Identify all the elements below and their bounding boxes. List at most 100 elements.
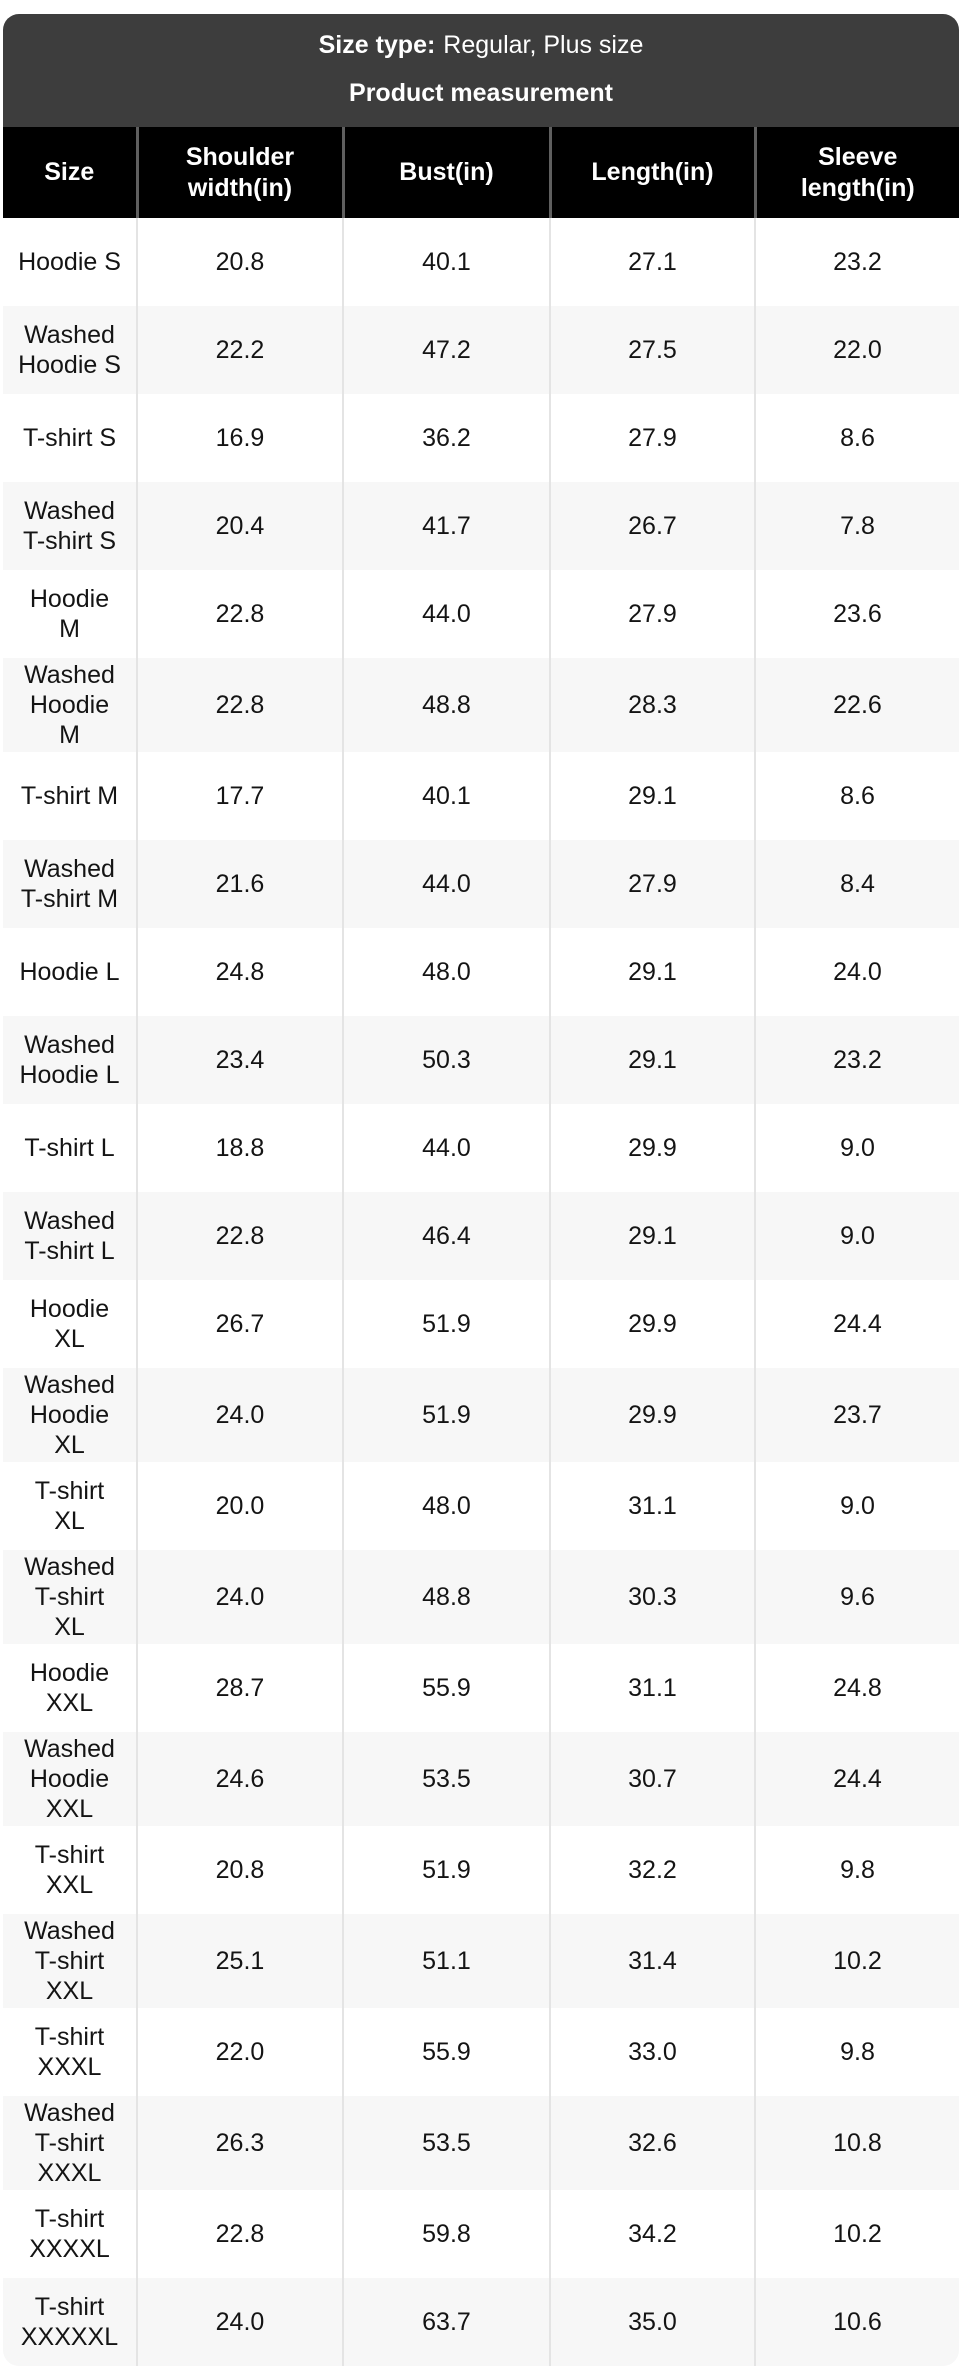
measurement-cell: 29.9: [549, 1104, 755, 1192]
column-header: Size: [3, 127, 137, 218]
measurement-cell: 44.0: [342, 1104, 550, 1192]
size-cell: T-shirt L: [3, 1104, 137, 1192]
measurement-cell: 24.8: [136, 928, 343, 1016]
measurement-cell: 9.0: [754, 1462, 959, 1550]
measurement-cell: 51.1: [342, 1914, 550, 2008]
size-cell: Washed T-shirt M: [3, 840, 137, 928]
table-row: T-shirt XXXXL 22.8 59.8 34.2 10.2: [3, 2190, 959, 2278]
measurement-cell: 28.7: [136, 1644, 343, 1732]
measurement-cell: 26.7: [136, 1280, 343, 1368]
product-measurement-title: Product measurement: [349, 79, 613, 107]
measurement-cell: 31.4: [549, 1914, 755, 2008]
measurement-cell: 24.8: [754, 1644, 959, 1732]
measurement-cell: 24.0: [136, 1550, 343, 1644]
table-row: Hoodie S 20.8 40.1 27.1 23.2: [3, 218, 959, 306]
size-type-line: Size type: Regular, Plus size: [13, 30, 949, 61]
measurement-cell: 8.4: [754, 840, 959, 928]
measurement-cell: 8.6: [754, 394, 959, 482]
measurement-cell: 22.8: [136, 1192, 343, 1280]
measurement-cell: 29.1: [549, 752, 755, 840]
measurement-cell: 9.0: [754, 1192, 959, 1280]
measurement-cell: 40.1: [342, 752, 550, 840]
column-header: Length(in): [548, 127, 755, 218]
measurement-cell: 24.0: [136, 2278, 343, 2366]
table-row: Washed T-shirt S 20.4 41.7 26.7 7.8: [3, 482, 959, 570]
measurement-cell: 27.1: [549, 218, 755, 306]
size-type-value: Regular, Plus size: [443, 31, 644, 59]
measurement-cell: 55.9: [342, 2008, 550, 2096]
measurement-cell: 26.7: [549, 482, 755, 570]
table-row: Washed T-shirt XXXL 26.3 53.5 32.6 10.8: [3, 2096, 959, 2190]
measurement-cell: 10.2: [754, 2190, 959, 2278]
measurement-cell: 32.6: [549, 2096, 755, 2190]
size-cell: Hoodie XXL: [3, 1644, 137, 1732]
measurement-cell: 9.8: [754, 2008, 959, 2096]
measurement-cell: 23.2: [754, 1016, 959, 1104]
measurement-cell: 29.1: [549, 928, 755, 1016]
size-cell: T-shirt S: [3, 394, 137, 482]
measurement-cell: 41.7: [342, 482, 550, 570]
measurement-cell: 29.1: [549, 1016, 755, 1104]
size-cell: Washed Hoodie S: [3, 306, 137, 394]
size-cell: Washed Hoodie XL: [3, 1368, 137, 1462]
table-row: T-shirt S 16.9 36.2 27.9 8.6: [3, 394, 959, 482]
size-cell: T-shirt M: [3, 752, 137, 840]
measurement-cell: 44.0: [342, 840, 550, 928]
measurement-cell: 30.7: [549, 1732, 755, 1826]
size-cell: Washed T-shirt L: [3, 1192, 137, 1280]
table-row: T-shirt XXL 20.8 51.9 32.2 9.8: [3, 1826, 959, 1914]
measurement-cell: 9.0: [754, 1104, 959, 1192]
measurement-cell: 23.7: [754, 1368, 959, 1462]
table-row: Washed Hoodie XL 24.0 51.9 29.9 23.7: [3, 1368, 959, 1462]
table-row: T-shirt L 18.8 44.0 29.9 9.0: [3, 1104, 959, 1192]
size-cell: T-shirt XXXXL: [3, 2190, 137, 2278]
measurement-cell: 53.5: [342, 2096, 550, 2190]
size-cell: Washed T-shirt S: [3, 482, 137, 570]
measurement-cell: 59.8: [342, 2190, 550, 2278]
measurement-cell: 22.6: [754, 658, 959, 752]
measurement-cell: 35.0: [549, 2278, 755, 2366]
size-cell: Washed T-shirt XXXL: [3, 2096, 137, 2190]
measurement-cell: 10.8: [754, 2096, 959, 2190]
measurement-cell: 24.0: [136, 1368, 343, 1462]
table-row: T-shirt XXXL 22.0 55.9 33.0 9.8: [3, 2008, 959, 2096]
measurement-cell: 27.9: [549, 840, 755, 928]
size-type-label: Size type:: [318, 31, 436, 59]
measurement-cell: 24.6: [136, 1732, 343, 1826]
measurement-cell: 26.3: [136, 2096, 343, 2190]
size-chart: Size type: Regular, Plus size Product mea…: [3, 14, 959, 2366]
measurement-cell: 36.2: [342, 394, 550, 482]
column-header: Shoulder width(in): [135, 127, 343, 218]
measurement-cell: 25.1: [136, 1914, 343, 2008]
table-row: Washed Hoodie L 23.4 50.3 29.1 23.2: [3, 1016, 959, 1104]
measurement-cell: 63.7: [342, 2278, 550, 2366]
measurement-cell: 10.2: [754, 1914, 959, 2008]
measurement-cell: 22.8: [136, 2190, 343, 2278]
table-row: Hoodie L 24.8 48.0 29.1 24.0: [3, 928, 959, 1016]
measurement-cell: 9.6: [754, 1550, 959, 1644]
size-cell: Washed Hoodie XXL: [3, 1732, 137, 1826]
measurement-cell: 18.8: [136, 1104, 343, 1192]
table-row: T-shirt XL 20.0 48.0 31.1 9.0: [3, 1462, 959, 1550]
measurement-cell: 44.0: [342, 570, 550, 658]
table-row: Hoodie XL 26.7 51.9 29.9 24.4: [3, 1280, 959, 1368]
header-row: Size Shoulder width(in) Bust(in) Length(in)…: [3, 127, 959, 218]
measurement-cell: 50.3: [342, 1016, 550, 1104]
measurement-cell: 40.1: [342, 218, 550, 306]
table-row: Washed T-shirt M 21.6 44.0 27.9 8.4: [3, 840, 959, 928]
table-row: T-shirt XXXXXL 24.0 63.7 35.0 10.6: [3, 2278, 959, 2366]
measurement-cell: 27.9: [549, 394, 755, 482]
measurement-cell: 23.4: [136, 1016, 343, 1104]
table-row: Washed T-shirt L 22.8 46.4 29.1 9.0: [3, 1192, 959, 1280]
size-cell: T-shirt XXXL: [3, 2008, 137, 2096]
measurement-cell: 30.3: [549, 1550, 755, 1644]
measurement-cell: 32.2: [549, 1826, 755, 1914]
table-row: Washed Hoodie S 22.2 47.2 27.5 22.0: [3, 306, 959, 394]
measurement-cell: 17.7: [136, 752, 343, 840]
measurement-cell: 22.0: [136, 2008, 343, 2096]
measurement-cell: 22.2: [136, 306, 343, 394]
measurement-cell: 29.9: [549, 1368, 755, 1462]
measurement-cell: 27.9: [549, 570, 755, 658]
measurement-cell: 48.8: [342, 658, 550, 752]
measurement-cell: 23.2: [754, 218, 959, 306]
